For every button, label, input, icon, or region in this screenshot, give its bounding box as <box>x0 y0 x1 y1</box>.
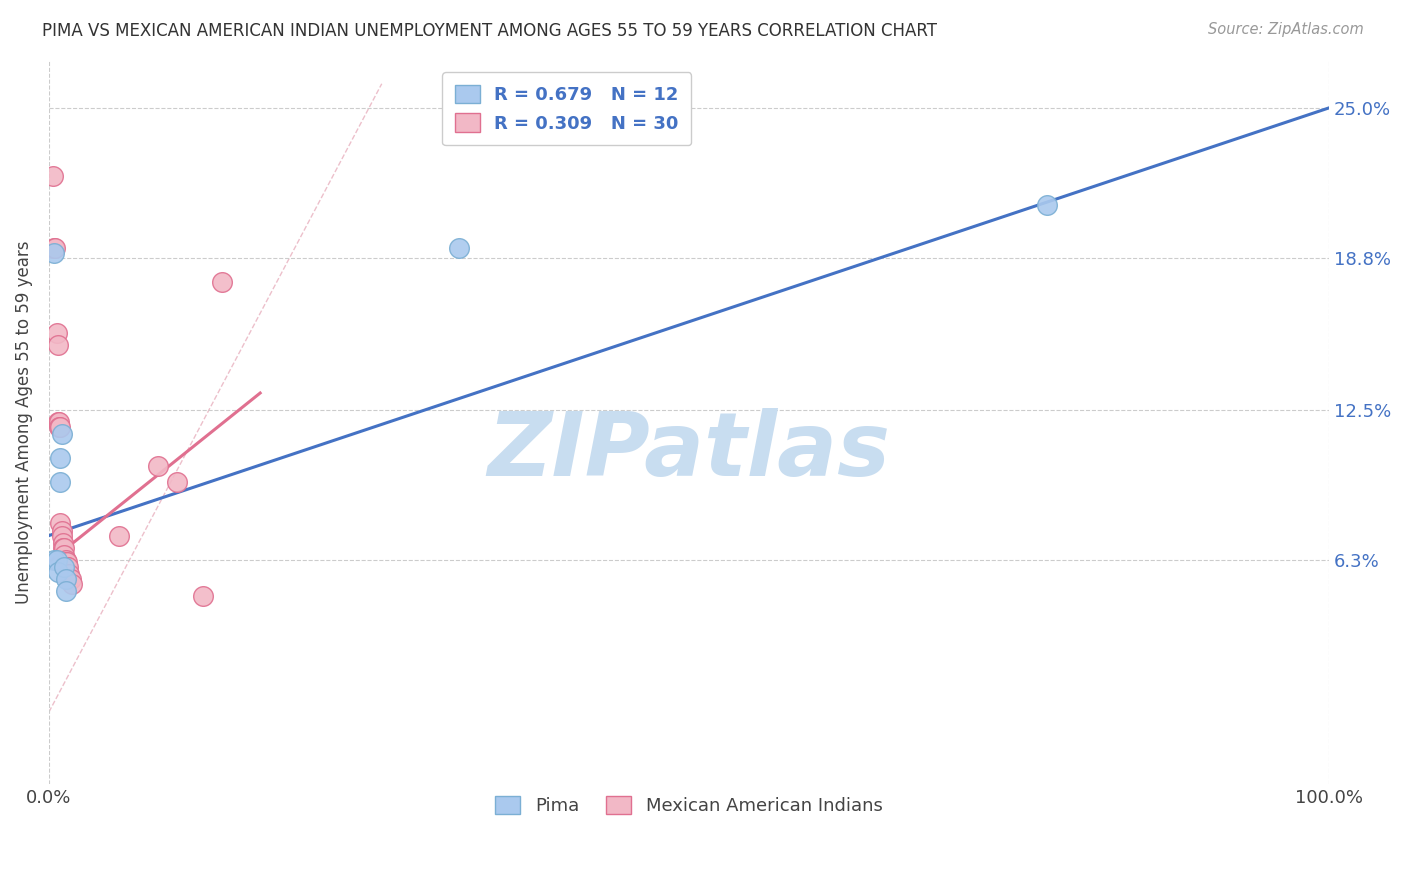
Point <box>60 577 83 591</box>
Point <box>53 548 76 562</box>
Point <box>55 572 77 586</box>
Point <box>49 516 72 531</box>
Point <box>48 415 70 429</box>
Text: ZIPatlas: ZIPatlas <box>488 408 890 494</box>
Point <box>447 241 470 255</box>
Point <box>51 524 73 538</box>
Point <box>42 241 65 255</box>
Point <box>56 560 79 574</box>
Point <box>45 326 67 340</box>
Point <box>56 555 79 569</box>
Point <box>55 584 77 599</box>
Point <box>211 275 233 289</box>
Point <box>108 528 131 542</box>
Point <box>53 541 76 555</box>
Point <box>1036 197 1059 211</box>
Point <box>56 560 79 574</box>
Point <box>191 589 214 603</box>
Point <box>58 572 80 586</box>
Point <box>166 475 188 490</box>
Point <box>42 246 65 260</box>
Point <box>53 560 76 574</box>
Point <box>46 565 69 579</box>
Point <box>48 420 70 434</box>
Point <box>45 553 67 567</box>
Point <box>55 555 77 569</box>
Point <box>42 169 65 183</box>
Point <box>52 541 75 555</box>
Point <box>42 553 65 567</box>
Point <box>49 420 72 434</box>
Text: PIMA VS MEXICAN AMERICAN INDIAN UNEMPLOYMENT AMONG AGES 55 TO 59 YEARS CORRELATI: PIMA VS MEXICAN AMERICAN INDIAN UNEMPLOY… <box>42 22 938 40</box>
Point <box>55 553 77 567</box>
Point <box>59 572 82 586</box>
Legend: Pima, Mexican American Indians: Pima, Mexican American Indians <box>484 785 894 826</box>
Point <box>49 475 72 490</box>
Point <box>51 427 73 442</box>
Point <box>46 415 69 429</box>
Point <box>44 241 66 255</box>
Y-axis label: Unemployment Among Ages 55 to 59 years: Unemployment Among Ages 55 to 59 years <box>15 240 32 604</box>
Point <box>49 451 72 466</box>
Point <box>146 458 169 473</box>
Point <box>58 567 80 582</box>
Point <box>51 528 73 542</box>
Point <box>46 337 69 351</box>
Point <box>52 536 75 550</box>
Text: Source: ZipAtlas.com: Source: ZipAtlas.com <box>1208 22 1364 37</box>
